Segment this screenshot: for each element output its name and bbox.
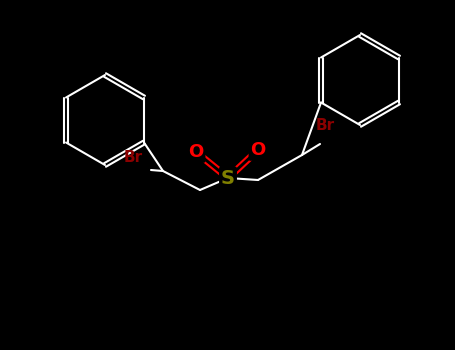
Text: S: S <box>221 168 235 188</box>
Text: Br: Br <box>315 119 334 133</box>
Text: O: O <box>250 141 266 159</box>
Text: Br: Br <box>123 150 142 166</box>
Text: O: O <box>188 143 204 161</box>
